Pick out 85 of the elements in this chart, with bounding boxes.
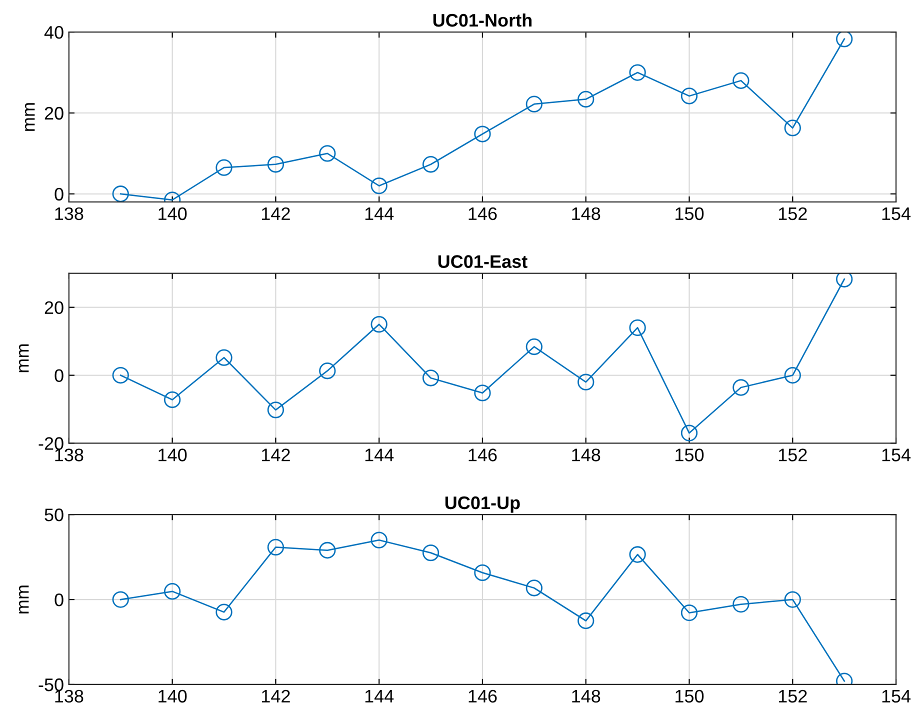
- x-tick-label: 150: [676, 207, 704, 220]
- x-tick-label: 152: [778, 448, 807, 462]
- x-tick-label: 140: [158, 690, 187, 703]
- chart-title: UC01-East: [438, 255, 528, 268]
- x-tick-label: 142: [262, 448, 290, 462]
- x-tick-label: 154: [882, 208, 911, 220]
- point: [422, 370, 440, 386]
- point: [422, 544, 440, 562]
- point: [422, 156, 440, 173]
- y-axis-title: mm: [24, 103, 35, 131]
- point: [474, 384, 491, 402]
- point: [578, 374, 594, 390]
- point: [629, 319, 646, 336]
- y-tick-label: 20: [44, 301, 64, 314]
- point: [526, 338, 543, 356]
- x-tick-label: 142: [262, 690, 290, 702]
- y-tick-label: 50: [44, 508, 64, 522]
- x-tick-label: 148: [572, 690, 600, 703]
- chart-title: UC01-North: [433, 13, 532, 27]
- point: [370, 177, 388, 194]
- point: [112, 591, 129, 608]
- x-tick-label: 140: [158, 448, 187, 462]
- chart-title: UC01-Up: [445, 496, 520, 513]
- point: [680, 604, 698, 622]
- x-tick-label: 140: [158, 207, 187, 220]
- point: [629, 64, 646, 81]
- point: [319, 362, 336, 380]
- point: [267, 402, 284, 418]
- x-tick-label: 146: [468, 207, 497, 220]
- point: [164, 583, 181, 600]
- y-tick-label: 0: [54, 188, 64, 201]
- x-tick-label: 152: [778, 690, 807, 703]
- point: [578, 612, 594, 630]
- x-tick-label: 146: [468, 690, 497, 703]
- x-tick-label: 138: [55, 690, 84, 703]
- point: [784, 366, 801, 384]
- point: [216, 604, 232, 620]
- point: [784, 591, 801, 608]
- point: [680, 424, 698, 442]
- x-tick-label: 150: [676, 448, 704, 462]
- x-tick-label: 144: [365, 690, 394, 702]
- x-tick-label: 150: [676, 690, 704, 703]
- x-tick-label: 144: [365, 208, 394, 220]
- y-tick-label: 40: [44, 26, 64, 39]
- y-tick-label: 0: [54, 369, 64, 382]
- y-axis-title: mm: [18, 586, 29, 614]
- point: [216, 159, 232, 176]
- point: [836, 32, 853, 48]
- x-tick-label: 144: [365, 448, 394, 462]
- y-tick-label: -20: [38, 437, 64, 450]
- point: [112, 186, 129, 202]
- x-tick-label: 146: [468, 448, 497, 462]
- point: [732, 596, 750, 613]
- point: [578, 90, 594, 108]
- point: [216, 349, 232, 366]
- point: [629, 546, 646, 563]
- point: [267, 538, 284, 556]
- y-tick-label: 20: [44, 106, 64, 120]
- point: [474, 126, 491, 142]
- point: [164, 391, 181, 408]
- y-tick-label: -50: [38, 678, 64, 692]
- y-tick-label: 0: [54, 593, 64, 606]
- point: [732, 379, 750, 396]
- x-tick-label: 138: [55, 207, 84, 220]
- x-tick-label: 154: [882, 690, 911, 703]
- point: [370, 532, 388, 548]
- x-tick-label: 148: [572, 448, 600, 462]
- point: [526, 580, 543, 596]
- point: [319, 542, 336, 559]
- x-tick-label: 148: [572, 207, 600, 220]
- x-tick-label: 152: [778, 207, 807, 220]
- x-tick-label: 138: [55, 448, 84, 462]
- x-tick-label: 142: [262, 207, 290, 220]
- point: [526, 96, 543, 112]
- x-tick-label: 154: [882, 448, 911, 462]
- point: [370, 316, 388, 333]
- point: [474, 564, 491, 582]
- point: [267, 156, 284, 173]
- y-axis-title: mm: [18, 344, 29, 372]
- point: [836, 273, 853, 288]
- point: [319, 145, 336, 162]
- point: [680, 88, 698, 104]
- point: [112, 366, 129, 384]
- point: [784, 120, 801, 136]
- point: [732, 72, 750, 89]
